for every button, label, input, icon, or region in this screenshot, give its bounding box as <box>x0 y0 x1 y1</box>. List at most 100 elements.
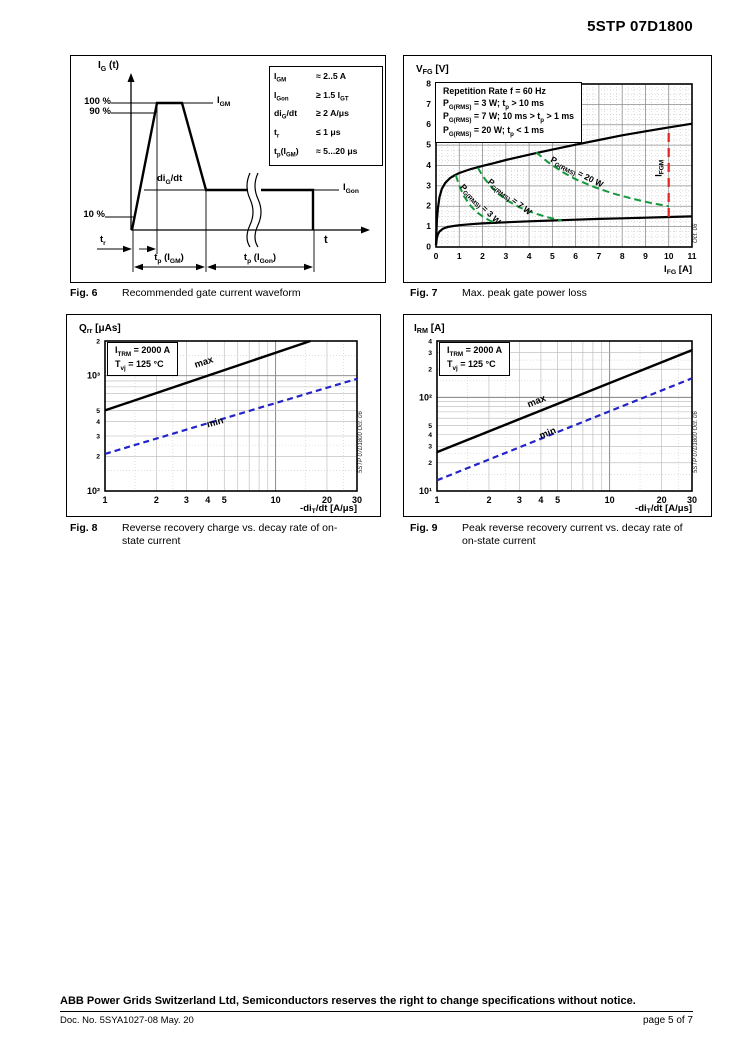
series-qrr-min <box>104 377 358 455</box>
y-tick-label: 2 <box>426 201 431 211</box>
y-tick-label: 3 <box>428 444 432 451</box>
curve-label: IFGM <box>654 160 666 177</box>
fig6-didt-label: diG/dt <box>157 173 183 186</box>
y-tick-label: 7 <box>426 99 431 109</box>
x-tick-label: 4 <box>527 251 532 261</box>
legend-row: diG/dt ≥ 2 A/μs <box>274 108 349 122</box>
y-tick-label: 2 <box>428 460 432 467</box>
x-tick-label: 10 <box>271 495 281 505</box>
y-tick-label: 10² <box>419 392 432 402</box>
fig6-igon-label: IGon <box>343 182 359 195</box>
y-tick-label: 4 <box>428 338 432 345</box>
fig6-100pct-label: 100 % <box>84 96 111 107</box>
fig9-irm-chart: 1 2 3 4 5 10 20 30 4 3 2 10² 5 4 3 2 10¹ max min -diT/dt [A… <box>403 314 712 517</box>
series-irm-min <box>436 377 693 482</box>
fig6-90pct-label: 90 % <box>89 106 111 117</box>
y-tick-label: 4 <box>426 160 431 170</box>
y-tick-label: 6 <box>426 119 431 129</box>
x-tick-label: 8 <box>620 251 625 261</box>
fig8-conditions-legend: ITRM = 2000 A Tvj = 125 °C <box>107 342 179 377</box>
part-number: 5STP 07D1800 <box>587 18 693 35</box>
x-tick-label: 10 <box>605 495 615 505</box>
y-tick-label: 5 <box>428 423 432 430</box>
x-axis-title: IFG [A] <box>664 264 692 276</box>
y-tick-label: 5 <box>96 408 100 415</box>
waveform-break-gap <box>248 182 261 198</box>
x-tick-label: 6 <box>573 251 578 261</box>
y-tick-label: 1 <box>426 221 431 231</box>
y-axis-title: IRM [A] <box>414 323 445 335</box>
y-axis-title: Qrr [μAs] <box>79 323 121 335</box>
series-pg-rms-3w <box>454 174 497 225</box>
curve-label: min <box>206 415 225 430</box>
axis-break-squiggle-icon <box>246 172 262 248</box>
x-tick-label: 5 <box>555 495 560 505</box>
fig7-conditions-legend: Repetition Rate f = 60 Hz PG(RMS) = 3 W;… <box>435 82 583 144</box>
legend-row: tr ≤ 1 μs <box>274 127 341 140</box>
curve-label: max <box>526 393 548 411</box>
x-tick-label: 30 <box>352 495 362 505</box>
plot-frame <box>104 340 358 492</box>
x-tick-label: 1 <box>457 251 462 261</box>
x-axis-title: -diT/dt [A/μs] <box>300 503 357 515</box>
plot-frame <box>436 340 693 492</box>
series-qrr-max <box>104 339 311 412</box>
footer-rule <box>60 1011 693 1012</box>
y-tick-label: 3 <box>426 180 431 190</box>
fig8-caption: Fig. 8 Reverse recovery charge vs. decay… <box>70 522 338 548</box>
legend-row: tp(IGM) ≈ 5...20 μs <box>274 145 358 159</box>
x-tick-label: 9 <box>643 251 648 261</box>
fig6-yaxis-label: IG (t) <box>98 60 120 73</box>
x-tick-label: 5 <box>222 495 227 505</box>
fig6-t-label: t <box>324 234 328 246</box>
y-tick-label: 3 <box>428 350 432 357</box>
y-tick-label: 2 <box>96 454 100 461</box>
x-tick-label: 11 <box>688 251 697 261</box>
x-tick-label: 5 <box>550 251 555 261</box>
x-axis-arrow-icon <box>361 226 370 234</box>
fig6-tr-label: tr <box>100 234 106 247</box>
fig6-parameter-legend: IGM ≈ 2..5 A IGon ≥ 1.5 IGT diG/dt ≥ 2 A/μs… <box>269 66 383 166</box>
x-tick-label: 1 <box>102 495 107 505</box>
legend-row: IGM ≈ 2..5 A <box>274 71 347 84</box>
x-tick-label: 2 <box>486 495 491 505</box>
fig7-gate-power-chart: 0 1 2 3 4 5 6 7 8 9 10 11 0 1 2 3 4 5 6 7 8 PG(RMS) = 3 W PG(R… <box>403 55 712 283</box>
series-vfg-max <box>434 122 693 246</box>
fig6-igm-label: IGM <box>217 95 231 108</box>
y-tick-label: 5 <box>426 140 431 150</box>
y-tick-label: 8 <box>426 78 431 88</box>
fig6-tr-dimension <box>97 245 156 253</box>
x-tick-label: 2 <box>480 251 485 261</box>
fig7-caption: Fig. 7 Max. peak gate power loss <box>410 287 587 299</box>
x-tick-label: 4 <box>205 495 210 505</box>
fig6-tp-igm-label: tp (IGM) <box>154 252 184 265</box>
y-tick-label: 10¹ <box>419 486 432 496</box>
footer-disclaimer: ABB Power Grids Switzerland Ltd, Semicon… <box>60 995 636 1007</box>
series-vfg-min <box>434 215 693 246</box>
curve-label: max <box>193 354 215 371</box>
y-tick-label: 10² <box>87 486 100 496</box>
side-note: 5STP 07D1800 Oct. 06 <box>358 411 364 473</box>
series-irm-max <box>436 348 693 454</box>
doc-number: Doc. No. 5SYA1027-08 May. 20 <box>60 1015 194 1026</box>
y-tick-label: 3 <box>96 433 100 440</box>
y-tick-label: 10³ <box>87 371 100 381</box>
x-tick-label: 2 <box>154 495 159 505</box>
gate-current-waveform <box>130 101 315 231</box>
x-tick-label: 1 <box>434 495 439 505</box>
y-tick-label: 2 <box>96 338 100 345</box>
fig9-conditions-legend: ITRM = 2000 A Tvj = 125 °C <box>439 342 511 377</box>
footer-row: Doc. No. 5SYA1027-08 May. 20 page 5 of 7 <box>60 1015 693 1026</box>
y-tick-label: 4 <box>428 432 432 439</box>
x-tick-label: 0 <box>434 251 439 261</box>
fig6-tp-igon-label: tp (IGon) <box>243 252 277 265</box>
series-pg-rms-20w <box>535 151 669 208</box>
x-axis-title: -diT/dt [A/μs] <box>635 503 692 515</box>
x-tick-label: 3 <box>517 495 522 505</box>
y-tick-label: 2 <box>428 367 432 374</box>
side-note: Oct. 06 <box>693 223 699 243</box>
fig6-drawing <box>97 73 370 272</box>
page-indicator: page 5 of 7 <box>642 1015 693 1026</box>
y-axis-title: VFG [V] <box>416 64 449 76</box>
